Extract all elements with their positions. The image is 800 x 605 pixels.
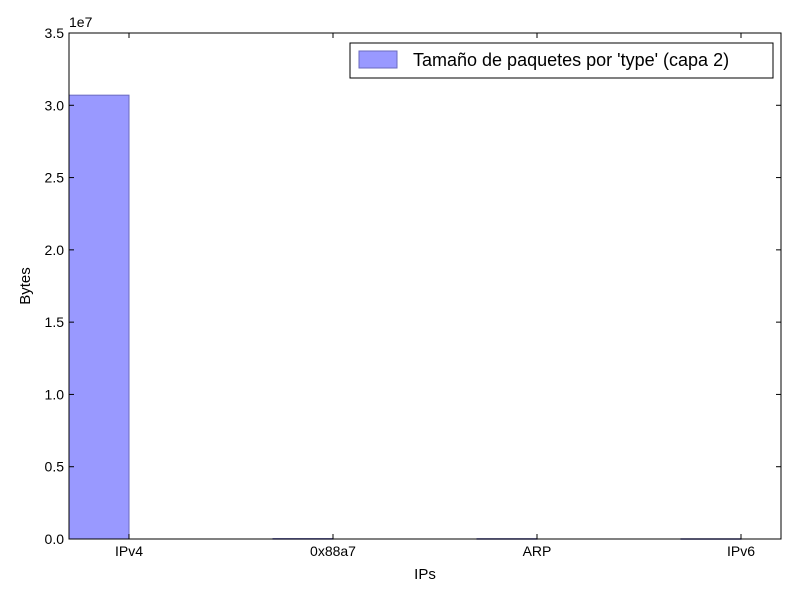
- plot-frame: [68, 32, 782, 540]
- legend: Tamaño de paquetes por 'type' (capa 2): [349, 42, 774, 79]
- x-tick-label: 0x88a7: [310, 543, 356, 559]
- bars-layer: [68, 94, 742, 540]
- y-axis-label: Bytes: [17, 267, 34, 305]
- y-tick-label: 2.0: [45, 242, 65, 258]
- legend-box: [349, 42, 774, 79]
- bar-ipv4: [68, 94, 130, 540]
- y-tick-label: 3.5: [45, 25, 65, 41]
- x-axis-label: IPs: [414, 566, 436, 583]
- ticks-layer: IPv4 0x88a7 ARP IPv6 0.0 0.5 1.0 1.5 2.0 2.5 3.0 3.…: [45, 25, 781, 559]
- y-tick-label: 0.0: [45, 531, 65, 547]
- legend-swatch: [358, 50, 398, 69]
- y-tick-label: 1.5: [45, 314, 65, 330]
- x-tick-label: IPv4: [115, 543, 143, 559]
- y-tick-label: 0.5: [45, 459, 65, 475]
- y-tick-label: 1.0: [45, 386, 65, 402]
- legend-entry-label: Tamaño de paquetes por 'type' (capa 2): [413, 50, 729, 70]
- y-tick-label: 3.0: [45, 97, 65, 113]
- y-tick-label: 2.5: [45, 170, 65, 186]
- y-axis-offset-label: 1e7: [69, 14, 93, 30]
- x-tick-label: ARP: [523, 543, 552, 559]
- x-tick-label: IPv6: [727, 543, 755, 559]
